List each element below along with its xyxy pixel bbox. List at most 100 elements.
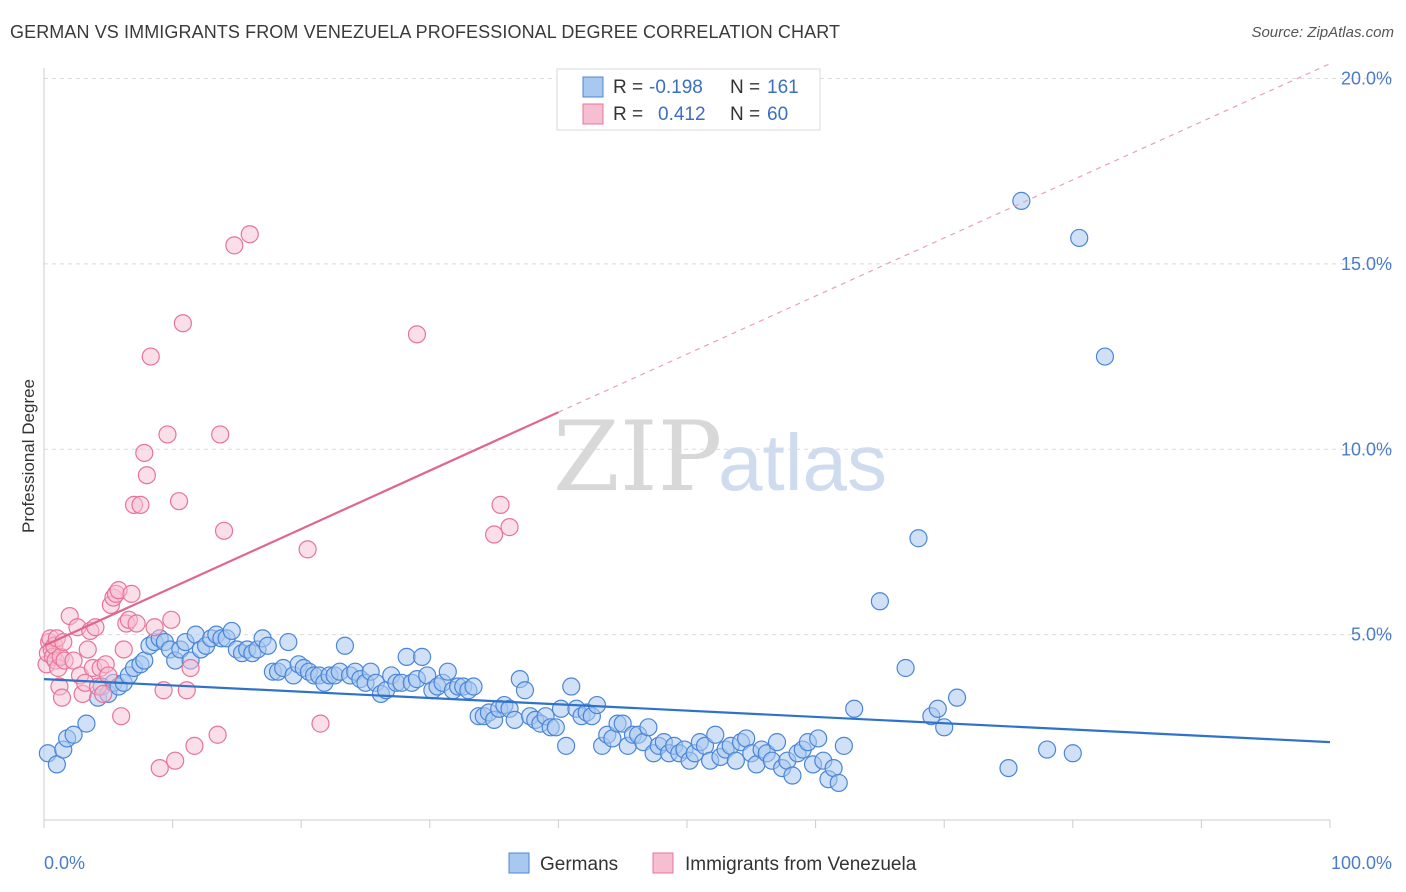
legend-swatch-venezuela: [582, 103, 604, 125]
germans-point: [505, 710, 524, 730]
venezuela-point: [225, 236, 244, 255]
venezuela-point: [181, 658, 200, 678]
germans-points: [38, 191, 1115, 793]
gridlines: [44, 78, 1392, 636]
germans-point: [767, 733, 787, 752]
venezuela-point: [145, 618, 164, 637]
bottom-legend-germans: Germans: [540, 854, 618, 875]
venezuela-point: [141, 347, 160, 366]
germans-trend-line: [43, 678, 1331, 744]
germans-point: [279, 632, 298, 652]
venezuela-point: [122, 584, 141, 603]
germans-point: [557, 736, 576, 755]
germans-point: [1037, 740, 1057, 759]
y-tick-label: 20.0%: [1341, 69, 1392, 89]
legend-n-label-1: N =: [730, 77, 760, 98]
legend-n-label-2: N =: [730, 104, 760, 125]
germans-point: [258, 636, 277, 655]
venezuela-point: [211, 425, 230, 444]
germans-point: [222, 621, 241, 641]
x-tick-labels: 0.0% 100.0%: [44, 853, 1392, 873]
bottom-legend-swatch-germans: [508, 852, 530, 874]
venezuela-trend-extension: [558, 63, 1331, 413]
germans-point: [726, 751, 745, 770]
x-tick-label-max: 100.0%: [1331, 853, 1392, 873]
germans-point: [829, 773, 848, 793]
germans-point: [64, 725, 83, 744]
germans-point: [999, 758, 1018, 778]
germans-point: [909, 529, 928, 548]
germans-point: [77, 714, 96, 733]
germans-point: [438, 662, 457, 681]
germans-point: [834, 736, 853, 755]
venezuela-point: [78, 640, 97, 659]
legend-n-value-1: 161: [767, 77, 799, 98]
venezuela-point: [298, 540, 317, 559]
y-axis-label: Professional Degree: [19, 379, 38, 533]
legend-r-label-1: R =: [613, 77, 643, 98]
germans-point: [546, 718, 565, 737]
y-tick-label: 15.0%: [1341, 254, 1392, 274]
venezuela-point: [99, 666, 118, 685]
germans-point: [928, 699, 947, 718]
venezuela-point: [127, 614, 146, 633]
venezuela-point: [500, 518, 519, 537]
watermark-atlas: atlas: [718, 418, 887, 507]
venezuela-point: [173, 314, 192, 333]
legend-n-value-2: 60: [767, 104, 788, 125]
venezuela-point: [137, 466, 156, 485]
venezuela-point: [485, 525, 504, 544]
legend-r-value-1: -0.198: [649, 77, 703, 98]
germans-point: [515, 681, 535, 700]
germans-point: [845, 699, 864, 718]
legend-r-label-2: R =: [613, 104, 643, 125]
venezuela-point: [158, 425, 177, 444]
germans-point: [870, 592, 890, 611]
venezuela-point: [94, 684, 113, 704]
germans-point: [335, 636, 355, 655]
germans-point: [397, 647, 416, 666]
venezuela-trend-line: [43, 411, 559, 647]
germans-point: [551, 699, 571, 718]
source-label: Source: ZipAtlas.com: [1251, 24, 1394, 41]
germans-point: [896, 658, 915, 678]
legend-swatch-germans: [582, 76, 604, 98]
legend-r-value-2: 0.412: [658, 104, 706, 125]
venezuela-point: [240, 225, 259, 244]
germans-point: [562, 677, 581, 696]
germans-point: [639, 718, 658, 737]
chart-title: GERMAN VS IMMIGRANTS FROM VENEZUELA PROF…: [10, 22, 841, 42]
x-tick-label-min: 0.0%: [44, 853, 85, 873]
watermark-zip: ZIP: [553, 401, 722, 513]
venezuela-points: [37, 225, 519, 778]
venezuela-point: [177, 681, 196, 700]
venezuela-point: [150, 758, 169, 778]
germans-point: [706, 725, 725, 744]
venezuela-point: [214, 521, 234, 540]
venezuela-point: [131, 495, 150, 514]
venezuela-point: [114, 640, 133, 659]
germans-point: [947, 688, 967, 707]
trend-lines: [43, 63, 1331, 744]
germans-point: [412, 647, 432, 666]
germans-point: [783, 766, 802, 785]
germans-point: [935, 718, 954, 737]
correlation-legend: R = -0.198 N = 161 R = 0.412 N = 60: [556, 68, 821, 131]
venezuela-point: [208, 725, 227, 744]
venezuela-point: [407, 325, 427, 344]
germans-point: [1063, 744, 1082, 763]
axes: [43, 68, 1331, 828]
germans-point: [464, 677, 483, 696]
venezuela-point: [491, 495, 510, 514]
germans-point: [809, 729, 828, 748]
bottom-legend-venezuela: Immigrants from Venezuela: [685, 854, 917, 875]
venezuela-point: [185, 736, 204, 755]
germans-point: [613, 714, 632, 733]
venezuela-point: [162, 610, 181, 629]
venezuela-point: [311, 714, 330, 733]
venezuela-point: [52, 688, 72, 707]
y-tick-label: 5.0%: [1351, 625, 1392, 645]
germans-point: [1095, 347, 1115, 366]
venezuela-point: [135, 443, 154, 463]
